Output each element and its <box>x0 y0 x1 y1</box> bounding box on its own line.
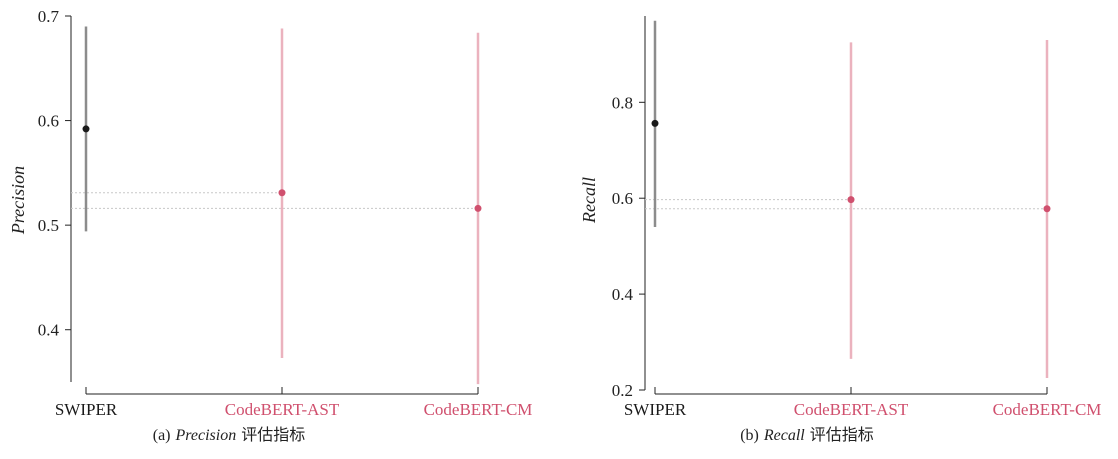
y-tick-label: 0.5 <box>38 216 59 235</box>
mean-point-codebert-ast <box>278 189 286 197</box>
panel-precision: 0.4 0.5 0.6 0.7 Precision SWIPER CodeBERT-AST C… <box>8 7 532 444</box>
x-category-label: SWIPER <box>624 400 687 419</box>
mean-point-swiper <box>82 125 90 133</box>
subtitle-suffix: 评估指标 <box>241 425 305 444</box>
y-tick-label: 0.6 <box>38 112 59 131</box>
subtitle-metric: Recall <box>763 427 805 444</box>
y-tick-label: 0.4 <box>612 285 634 304</box>
mean-point-swiper <box>651 119 659 127</box>
x-category-label: CodeBERT-CM <box>993 400 1102 419</box>
y-tick-label: 0.7 <box>38 7 60 26</box>
subtitle-metric: Precision <box>175 427 237 444</box>
x-category-label: SWIPER <box>55 400 118 419</box>
mean-point-codebert-cm <box>474 204 482 212</box>
mean-point-codebert-ast <box>847 196 855 204</box>
x-category-label: CodeBERT-CM <box>424 400 533 419</box>
x-category-label: CodeBERT-AST <box>794 400 909 419</box>
y-tick-label: 0.4 <box>38 321 60 340</box>
panel-recall: 0.2 0.4 0.6 0.8 Recall SWIPER CodeBERT-AST Code… <box>579 16 1101 444</box>
y-axis-label: Recall <box>579 177 599 224</box>
y-tick-label: 0.2 <box>612 381 633 400</box>
y-axis-label: Precision <box>8 166 28 235</box>
subtitle-suffix: 评估指标 <box>810 425 874 444</box>
y-tick-label: 0.6 <box>612 189 633 208</box>
x-category-label: CodeBERT-AST <box>225 400 340 419</box>
y-tick-label: 0.8 <box>612 93 633 112</box>
subtitle-prefix: (a) <box>153 427 171 444</box>
subtitle: (b) Recall 评估指标 <box>740 425 874 444</box>
subtitle-prefix: (b) <box>740 427 759 444</box>
subtitle: (a) Precision 评估指标 <box>153 425 306 444</box>
mean-point-codebert-cm <box>1043 205 1051 213</box>
